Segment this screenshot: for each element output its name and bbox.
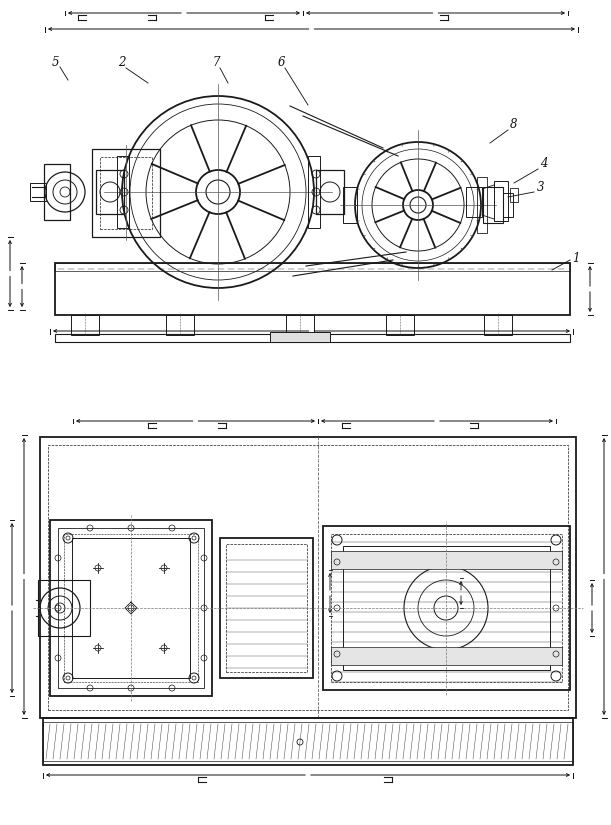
Bar [117, 156, 129, 228]
Bar [43, 722, 573, 761]
Text: 8: 8 [510, 118, 518, 131]
Bar [55, 334, 570, 342]
Bar [64, 534, 198, 682]
Bar [50, 520, 212, 696]
Bar [386, 315, 414, 335]
Bar [44, 164, 70, 220]
Bar [483, 187, 503, 223]
Bar [43, 718, 573, 765]
Bar [331, 647, 562, 665]
Bar [343, 187, 357, 223]
Bar [96, 170, 124, 214]
Bar [316, 170, 344, 214]
Bar [55, 263, 570, 271]
Bar [286, 315, 314, 335]
Bar [40, 437, 576, 718]
Text: 1: 1 [572, 252, 579, 265]
Bar [323, 526, 570, 690]
Text: 2: 2 [118, 56, 125, 69]
Bar [55, 263, 570, 315]
Bar [484, 315, 512, 335]
Bar [92, 149, 160, 237]
Bar [270, 332, 330, 342]
Bar [510, 188, 518, 202]
Bar [71, 315, 99, 335]
Bar [331, 534, 562, 682]
Bar [503, 193, 513, 217]
Bar [226, 544, 307, 672]
Text: 3: 3 [537, 181, 544, 194]
Text: 7: 7 [213, 56, 221, 69]
Bar [477, 177, 487, 233]
Bar [466, 187, 482, 217]
Bar [100, 157, 152, 229]
Bar [38, 580, 90, 636]
Text: 5: 5 [52, 56, 59, 69]
Text: 4: 4 [540, 157, 547, 170]
Bar [58, 528, 204, 688]
Bar [48, 445, 568, 710]
Bar [494, 181, 508, 221]
Bar [72, 538, 190, 678]
Bar [331, 551, 562, 569]
Bar [308, 156, 320, 228]
Bar [30, 183, 46, 201]
Bar [166, 315, 194, 335]
Text: 6: 6 [278, 56, 285, 69]
Bar [220, 538, 313, 678]
Bar [343, 546, 550, 670]
